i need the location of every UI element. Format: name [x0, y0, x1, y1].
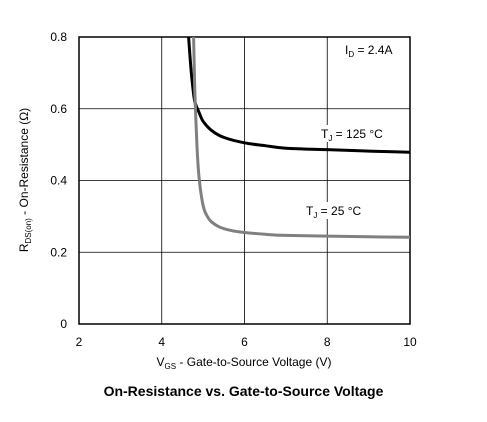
plot-frame [78, 36, 411, 325]
t125-annotation: TJ = 125 °C [321, 127, 383, 143]
y-tick-label: 0.2 [50, 245, 67, 259]
series-layer [187, 36, 411, 239]
tick-labels: 2 4 6 8 10 0 0.2 0.4 0.6 0.8 [50, 30, 417, 349]
x-tick-label: 6 [241, 335, 248, 349]
t125-annotation-bg [318, 125, 396, 142]
chart-caption: On-Resistance vs. Gate-to-Source Voltage [103, 383, 384, 399]
t25-annotation-bg [302, 202, 374, 219]
series-line-125c [187, 36, 411, 154]
id-annotation: ID = 2.4A [345, 43, 393, 59]
y-tick-label: 0.6 [50, 102, 67, 116]
x-tick-label: 8 [324, 335, 331, 349]
x-tick-label: 4 [158, 335, 165, 349]
x-axis-label: VGS - Gate-to-Source Voltage (V) [157, 355, 332, 371]
y-tick-label: 0.8 [50, 30, 67, 44]
y-tick-label: 0.4 [50, 174, 67, 188]
y-axis-label: RDS(on) - On-Resistance (Ω) [17, 108, 33, 252]
y-tick-label: 0 [60, 317, 67, 331]
t25-annotation: TJ = 25 °C [306, 204, 362, 220]
chart: 2 4 6 8 10 0 0.2 0.4 0.6 0.8 VGS - Gate-to-Source… [17, 30, 417, 371]
x-tick-label: 10 [403, 335, 417, 349]
id-annotation-bg [341, 41, 407, 58]
x-tick-label: 2 [76, 335, 83, 349]
grid [79, 37, 410, 324]
series-line-25c [192, 36, 411, 239]
